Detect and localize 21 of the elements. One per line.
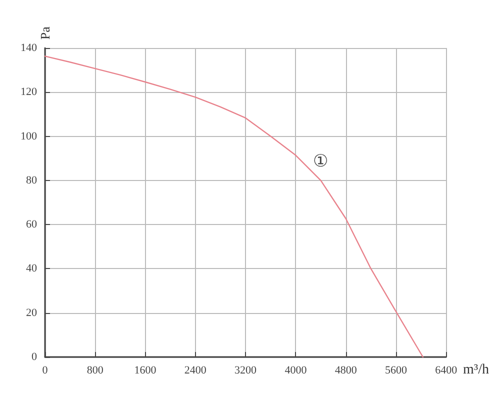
y-tick-label: 100: [20, 130, 38, 142]
y-tick-label: 20: [26, 306, 38, 319]
annotation: ①: [313, 152, 328, 172]
x-tick-label: 6400: [435, 364, 458, 376]
y-tick-label: 80: [26, 174, 38, 186]
line-series: [44, 56, 424, 358]
y-tick-label: 60: [26, 218, 38, 231]
y-tick-label: 140: [20, 42, 38, 54]
x-tick-label: 2400: [184, 364, 207, 376]
x-tick-label: 4800: [334, 364, 358, 376]
y-tick-label: 40: [26, 262, 38, 275]
x-tick-label: 800: [86, 364, 104, 376]
x-tick-label: 4000: [284, 364, 308, 376]
y-axis-title: Pa: [38, 26, 52, 40]
y-tick-label: 0: [32, 351, 38, 363]
y-tick-label: 120: [20, 86, 38, 98]
x-tick-label: 1600: [134, 364, 157, 376]
x-axis-title: m³/h: [463, 362, 490, 378]
x-tick-label: 3200: [234, 364, 258, 376]
x-tick-label: 5600: [384, 364, 408, 376]
x-tick-label: 0: [42, 364, 48, 376]
